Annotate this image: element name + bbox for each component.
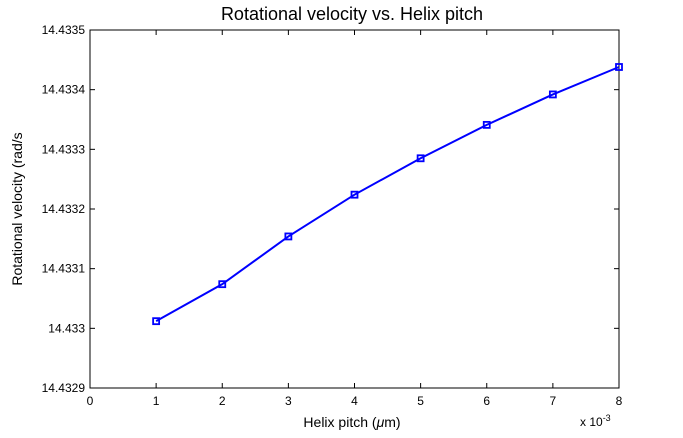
y-tick-label: 14.4331 <box>42 262 86 276</box>
data-point <box>284 232 293 241</box>
data-point <box>152 317 161 326</box>
x-axis: 0 1 2 3 4 5 6 7 8 <box>87 30 623 408</box>
plot-area <box>89 29 620 389</box>
data-point <box>548 90 557 99</box>
y-axis-label: Rotational velocity (rad/s <box>9 132 25 285</box>
data-point <box>350 190 359 199</box>
y-tick-label: 14.4335 <box>42 23 86 37</box>
data-point <box>482 120 491 129</box>
y-tick-label: 14.433 <box>48 321 85 335</box>
x-tick-label: 3 <box>285 394 292 408</box>
x-tick-label: 2 <box>219 394 226 408</box>
x-tick-label: 0 <box>87 394 94 408</box>
y-tick-label: 14.4334 <box>42 83 86 97</box>
y-tick-label: 14.4329 <box>42 381 86 395</box>
x-tick-label: 5 <box>417 394 424 408</box>
y-tick-label: 14.4333 <box>42 142 86 156</box>
data-point <box>416 154 425 163</box>
data-point <box>218 280 227 289</box>
chart-title: Rotational velocity vs. Helix pitch <box>221 4 483 24</box>
y-tick-label: 14.4332 <box>42 202 86 216</box>
y-axis: 14.4329 14.433 14.4331 14.4332 14.4333 14.433… <box>42 23 619 395</box>
x-tick-label: 7 <box>550 394 557 408</box>
x-axis-exponent-label: x 10-3 <box>580 413 611 429</box>
x-axis-label: Helix pitch (μm) <box>303 414 400 430</box>
series-line <box>155 66 620 323</box>
x-tick-label: 4 <box>351 394 358 408</box>
data-point <box>615 63 623 71</box>
series-rotational-velocity <box>152 63 623 326</box>
x-tick-label: 6 <box>483 394 490 408</box>
x-tick-label: 8 <box>616 394 623 408</box>
x-tick-label: 1 <box>153 394 160 408</box>
